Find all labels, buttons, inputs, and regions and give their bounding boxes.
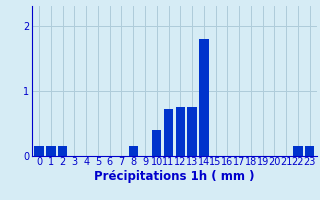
Bar bbox=[129, 146, 138, 156]
X-axis label: Précipitations 1h ( mm ): Précipitations 1h ( mm ) bbox=[94, 170, 255, 183]
Bar bbox=[164, 109, 173, 156]
Bar bbox=[58, 146, 67, 156]
Bar bbox=[34, 146, 44, 156]
Bar bbox=[187, 107, 197, 156]
Bar bbox=[305, 146, 315, 156]
Bar bbox=[152, 130, 162, 156]
Bar bbox=[199, 39, 209, 156]
Bar bbox=[293, 146, 303, 156]
Bar bbox=[176, 107, 185, 156]
Bar bbox=[46, 146, 56, 156]
